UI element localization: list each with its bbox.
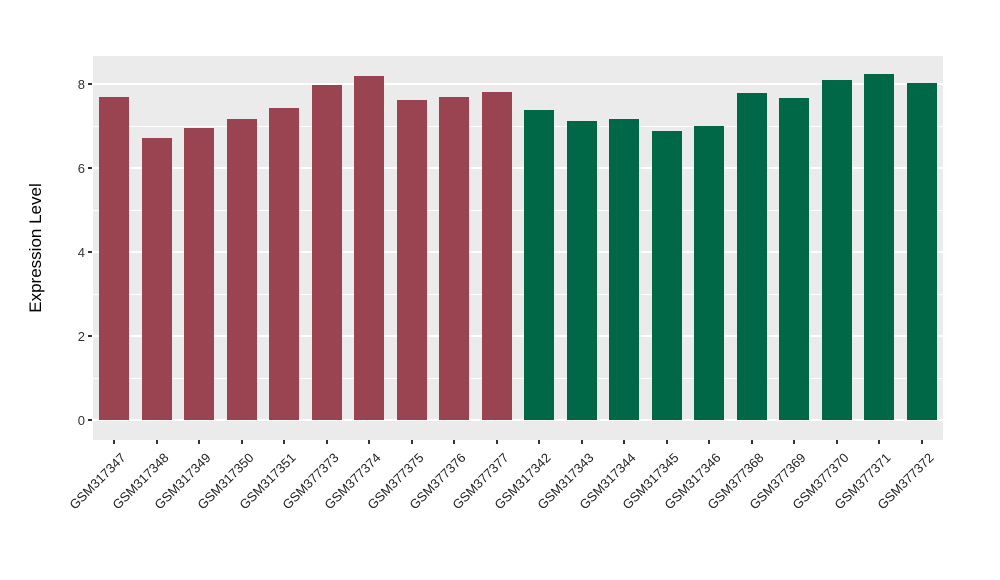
- major-gridline: [93, 419, 943, 421]
- bar-GSM317343: [566, 120, 597, 420]
- minor-gridline: [93, 125, 943, 127]
- bar-GSM377369: [779, 98, 810, 420]
- x-tick-mark: [835, 440, 838, 444]
- x-tick-mark: [495, 440, 498, 444]
- y-tick-label: 2: [77, 328, 85, 344]
- x-tick-mark: [793, 440, 796, 444]
- major-gridline: [93, 335, 943, 337]
- bar-GSM317342: [524, 110, 555, 420]
- bar-GSM317349: [184, 128, 215, 420]
- bar-GSM317348: [141, 137, 172, 420]
- major-gridline: [93, 83, 943, 85]
- x-tick-mark: [155, 440, 158, 444]
- x-tick-mark: [623, 440, 626, 444]
- bar-GSM377372: [906, 83, 937, 420]
- x-tick-mark: [750, 440, 753, 444]
- y-tick-label: 0: [77, 412, 85, 428]
- bar-GSM377375: [396, 99, 427, 420]
- bar-GSM317346: [694, 126, 725, 420]
- bar-GSM377373: [311, 85, 342, 420]
- bar-GSM377376: [439, 96, 470, 420]
- bar-GSM317345: [651, 130, 682, 420]
- x-tick-mark: [538, 440, 541, 444]
- x-tick-mark: [198, 440, 201, 444]
- x-tick-mark: [368, 440, 371, 444]
- major-gridline: [93, 167, 943, 169]
- minor-gridline: [93, 209, 943, 211]
- x-tick-mark: [283, 440, 286, 444]
- y-tick-label: 8: [77, 76, 85, 92]
- bar-GSM377374: [354, 76, 385, 420]
- y-tick-mark: [88, 335, 92, 337]
- x-tick-mark: [113, 440, 116, 444]
- y-tick-label: 4: [77, 244, 85, 260]
- bar-GSM317350: [226, 119, 257, 420]
- plot-panel: [93, 56, 943, 440]
- x-tick-mark: [708, 440, 711, 444]
- x-tick-mark: [240, 440, 243, 444]
- y-tick-mark: [88, 251, 92, 253]
- bar-GSM377368: [736, 92, 767, 420]
- y-tick-mark: [88, 167, 92, 169]
- x-tick-mark: [920, 440, 923, 444]
- bar-GSM377370: [821, 79, 852, 420]
- minor-gridline: [93, 293, 943, 295]
- bar-GSM317344: [609, 119, 640, 420]
- y-tick-mark: [88, 419, 92, 421]
- x-tick-mark: [410, 440, 413, 444]
- x-tick-mark: [453, 440, 456, 444]
- y-tick-label: 6: [77, 160, 85, 176]
- major-gridline: [93, 251, 943, 253]
- x-tick-mark: [580, 440, 583, 444]
- bar-GSM317347: [99, 97, 130, 420]
- minor-gridline: [93, 377, 943, 379]
- x-tick-mark: [878, 440, 881, 444]
- x-tick-mark: [665, 440, 668, 444]
- bar-GSM377371: [864, 73, 895, 420]
- y-tick-mark: [88, 83, 92, 85]
- bar-GSM317351: [269, 107, 300, 420]
- bar-GSM377377: [481, 91, 512, 420]
- x-tick-mark: [325, 440, 328, 444]
